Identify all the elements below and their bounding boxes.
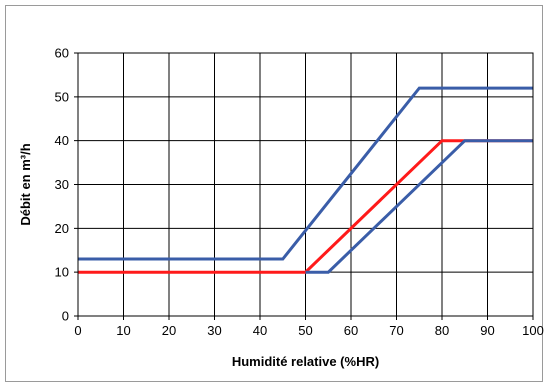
y-axis-title: Débit en m³/h (18, 143, 33, 225)
plot-border (77, 52, 534, 317)
y-tick-label: 40 (55, 133, 69, 148)
x-tick-label: 10 (116, 323, 130, 338)
tick-labels: 0 10 20 30 40 50 60 70 80 90 100 0 10 20 30 40 50 60 (55, 46, 544, 339)
y-tick-label: 20 (55, 221, 69, 236)
x-tick-label: 50 (298, 323, 312, 338)
x-tick-label: 40 (253, 323, 267, 338)
grid (74, 52, 534, 320)
x-tick-label: 80 (435, 323, 449, 338)
y-tick-label: 50 (55, 89, 69, 104)
x-tick-label: 0 (74, 323, 81, 338)
series-line-1 (78, 86, 533, 261)
x-tick-label: 20 (162, 323, 176, 338)
y-tick-label: 0 (62, 309, 69, 324)
x-tick-label: 60 (344, 323, 358, 338)
series-line-3 (305, 139, 533, 274)
y-tick-label: 60 (55, 46, 69, 61)
y-tick-label: 30 (55, 177, 69, 192)
y-tick-label: 10 (55, 265, 69, 280)
x-tick-label: 30 (207, 323, 221, 338)
x-tick-label: 100 (522, 323, 544, 338)
series-lines (78, 86, 533, 274)
x-tick-label: 70 (389, 323, 403, 338)
x-tick-label: 90 (480, 323, 494, 338)
x-axis-title: Humidité relative (%HR) (232, 354, 379, 369)
